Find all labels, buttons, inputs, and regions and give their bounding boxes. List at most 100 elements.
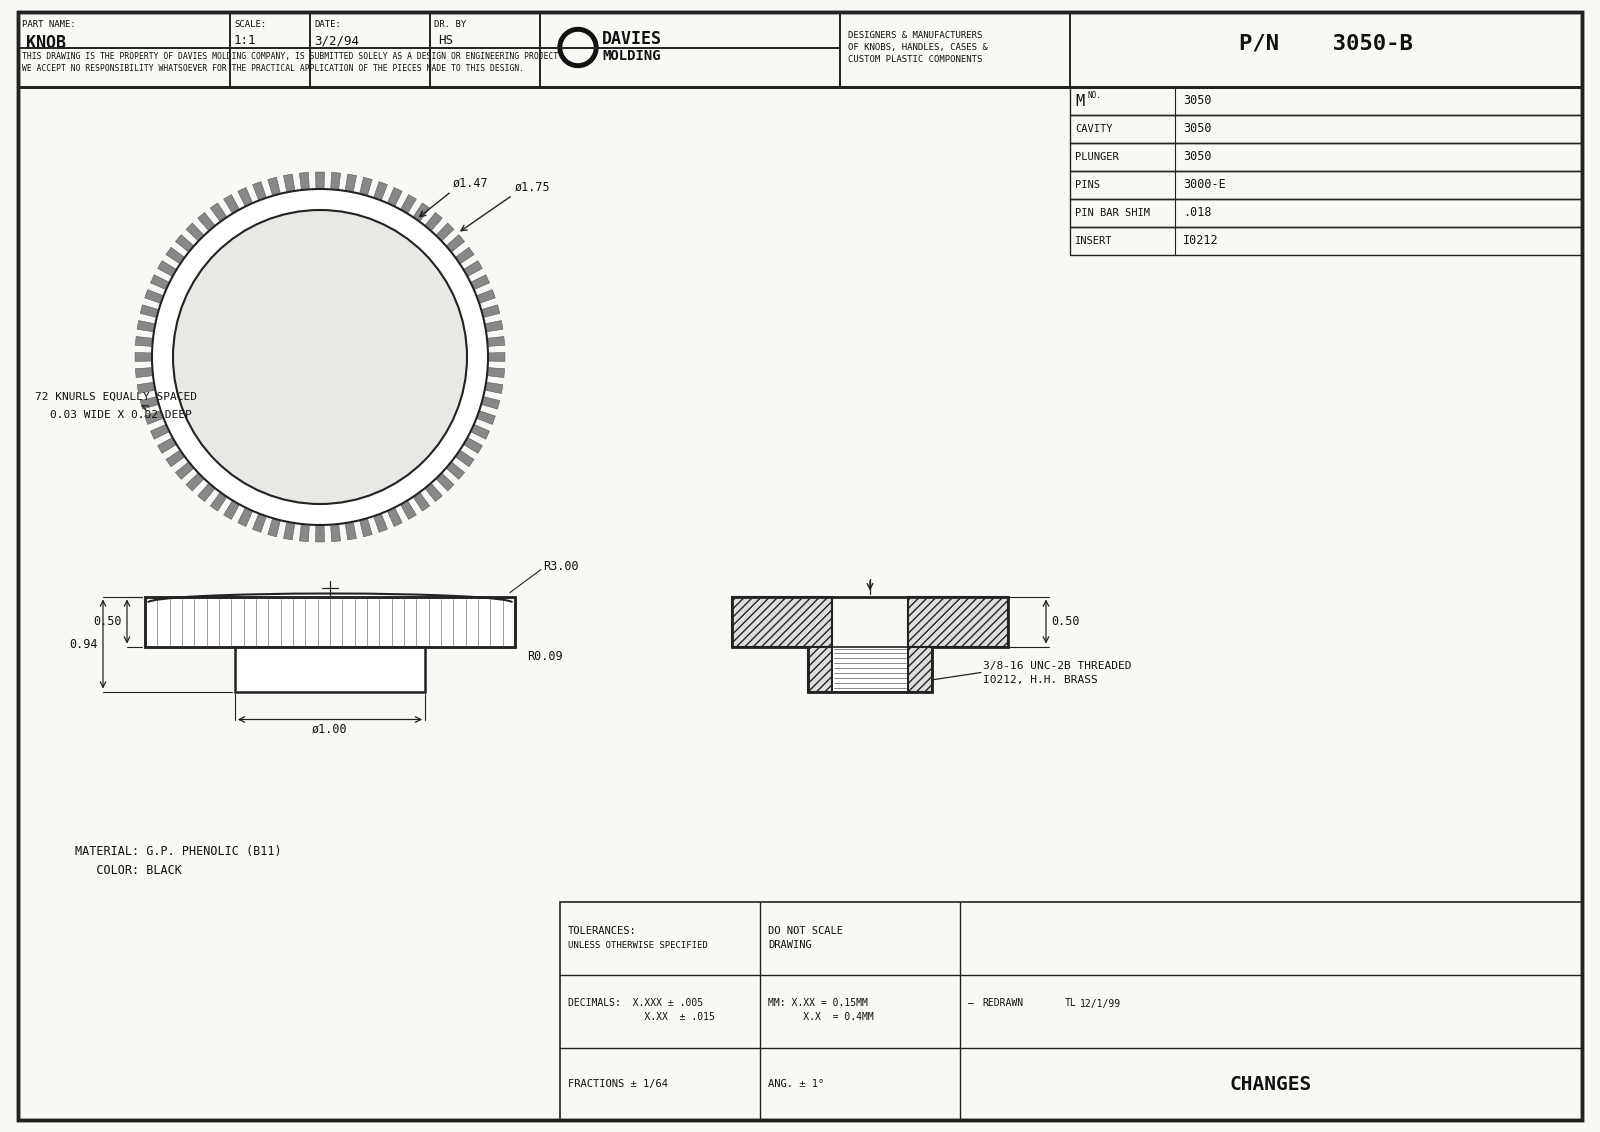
Text: 3/8-16 UNC-2B THREADED: 3/8-16 UNC-2B THREADED xyxy=(982,660,1131,670)
Polygon shape xyxy=(485,320,502,332)
Polygon shape xyxy=(299,524,309,541)
Text: HS: HS xyxy=(438,34,453,48)
Text: 0.03 WIDE X 0.02 DEEP: 0.03 WIDE X 0.02 DEEP xyxy=(50,410,192,420)
Polygon shape xyxy=(224,500,240,520)
Text: P/N    3050-B: P/N 3050-B xyxy=(1238,34,1413,53)
Text: .018: .018 xyxy=(1182,206,1211,220)
Text: 3050: 3050 xyxy=(1182,151,1211,163)
Polygon shape xyxy=(283,174,294,192)
Polygon shape xyxy=(346,522,357,540)
Text: MATERIAL: G.P. PHENOLIC (B11): MATERIAL: G.P. PHENOLIC (B11) xyxy=(75,846,282,858)
Polygon shape xyxy=(138,320,155,332)
Polygon shape xyxy=(477,411,496,424)
Polygon shape xyxy=(435,473,454,491)
Polygon shape xyxy=(198,213,214,231)
Polygon shape xyxy=(299,172,309,190)
Polygon shape xyxy=(733,597,832,646)
Polygon shape xyxy=(456,247,474,264)
Text: I0212, H.H. BRASS: I0212, H.H. BRASS xyxy=(982,675,1098,685)
Polygon shape xyxy=(486,368,504,378)
Text: 3/2/94: 3/2/94 xyxy=(314,34,358,48)
Text: THIS DRAWING IS THE PROPERTY OF DAVIES MOLDING COMPANY, IS SUBMITTED SOLELY AS A: THIS DRAWING IS THE PROPERTY OF DAVIES M… xyxy=(22,52,558,61)
Polygon shape xyxy=(482,305,499,317)
Polygon shape xyxy=(315,172,325,189)
Polygon shape xyxy=(141,305,158,317)
Polygon shape xyxy=(331,172,341,190)
Text: TL: TL xyxy=(1066,998,1077,1009)
Bar xyxy=(1070,228,1582,255)
Text: CAVITY: CAVITY xyxy=(1075,125,1112,134)
Text: ø1.47: ø1.47 xyxy=(453,177,488,189)
Polygon shape xyxy=(158,260,176,276)
Polygon shape xyxy=(144,411,163,424)
Polygon shape xyxy=(253,182,266,200)
Polygon shape xyxy=(331,524,341,541)
Polygon shape xyxy=(267,518,280,537)
Bar xyxy=(1070,199,1582,228)
Text: ø1.75: ø1.75 xyxy=(515,180,550,194)
Polygon shape xyxy=(482,396,499,409)
Bar xyxy=(832,646,909,692)
Bar xyxy=(1070,143,1582,171)
Polygon shape xyxy=(400,500,416,520)
Polygon shape xyxy=(210,203,227,222)
Text: ANG. ± 1°: ANG. ± 1° xyxy=(768,1079,824,1089)
Polygon shape xyxy=(400,195,416,214)
Polygon shape xyxy=(387,188,402,206)
Text: DECIMALS:  X.XXX ± .005: DECIMALS: X.XXX ± .005 xyxy=(568,998,702,1009)
Polygon shape xyxy=(374,182,387,200)
Polygon shape xyxy=(238,188,253,206)
Text: CUSTOM PLASTIC COMPONENTS: CUSTOM PLASTIC COMPONENTS xyxy=(848,55,982,65)
Bar xyxy=(560,902,1582,1120)
Text: 3050: 3050 xyxy=(1182,94,1211,108)
Text: 3050: 3050 xyxy=(1182,122,1211,136)
Polygon shape xyxy=(150,275,170,290)
Text: 0.94: 0.94 xyxy=(69,637,98,651)
Polygon shape xyxy=(186,473,205,491)
Text: 72 KNURLS EQUALLY SPACED: 72 KNURLS EQUALLY SPACED xyxy=(35,392,197,402)
Polygon shape xyxy=(413,492,430,511)
Text: DESIGNERS & MANUFACTURERS: DESIGNERS & MANUFACTURERS xyxy=(848,31,982,40)
Text: KNOB: KNOB xyxy=(26,34,66,52)
Polygon shape xyxy=(808,646,832,692)
Polygon shape xyxy=(477,290,496,303)
Text: 0.50: 0.50 xyxy=(1051,615,1080,628)
Bar xyxy=(1070,171,1582,199)
Polygon shape xyxy=(488,352,506,361)
Text: UNLESS OTHERWISE SPECIFIED: UNLESS OTHERWISE SPECIFIED xyxy=(568,941,707,950)
Text: MOLDING: MOLDING xyxy=(602,50,661,63)
Polygon shape xyxy=(315,525,325,542)
Text: DRAWING: DRAWING xyxy=(768,941,811,951)
Text: PLUNGER: PLUNGER xyxy=(1075,152,1118,162)
Text: R0.09: R0.09 xyxy=(526,650,563,663)
Polygon shape xyxy=(360,178,373,196)
Polygon shape xyxy=(134,352,152,361)
Polygon shape xyxy=(485,383,502,394)
Text: PIN BAR SHIM: PIN BAR SHIM xyxy=(1075,208,1150,218)
Bar xyxy=(146,597,515,646)
Polygon shape xyxy=(198,483,214,501)
Polygon shape xyxy=(360,518,373,537)
Text: CHANGES: CHANGES xyxy=(1230,1074,1312,1094)
Text: 12/1/99: 12/1/99 xyxy=(1080,998,1122,1009)
Text: TOLERANCES:: TOLERANCES: xyxy=(568,926,637,936)
Bar xyxy=(1070,87,1582,115)
Circle shape xyxy=(558,27,598,68)
Text: 1:1: 1:1 xyxy=(234,34,256,48)
Polygon shape xyxy=(446,234,464,252)
Text: 0.50: 0.50 xyxy=(93,615,122,628)
Polygon shape xyxy=(166,247,184,264)
Circle shape xyxy=(563,33,594,62)
Polygon shape xyxy=(374,514,387,532)
Polygon shape xyxy=(186,223,205,241)
Text: WE ACCEPT NO RESPONSIBILITY WHATSOEVER FOR THE PRACTICAL APPLICATION OF THE PIEC: WE ACCEPT NO RESPONSIBILITY WHATSOEVER F… xyxy=(22,65,525,72)
Text: –: – xyxy=(968,998,974,1009)
Text: PART NAME:: PART NAME: xyxy=(22,20,75,29)
Polygon shape xyxy=(141,396,158,409)
Text: OF KNOBS, HANDLES, CASES &: OF KNOBS, HANDLES, CASES & xyxy=(848,43,987,52)
Polygon shape xyxy=(464,437,482,453)
Polygon shape xyxy=(176,462,194,479)
Polygon shape xyxy=(166,451,184,466)
Text: REDRAWN: REDRAWN xyxy=(982,998,1022,1009)
Polygon shape xyxy=(210,492,227,511)
